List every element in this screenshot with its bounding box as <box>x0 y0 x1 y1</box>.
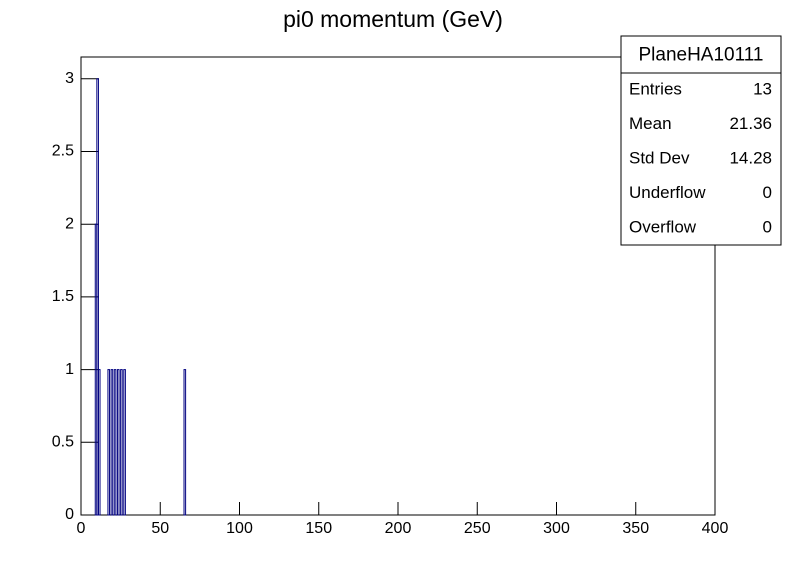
histogram-bar <box>183 369 187 516</box>
histogram-bar <box>96 78 99 516</box>
x-tick-label: 100 <box>226 520 253 537</box>
stats-value: 0 <box>763 217 772 236</box>
y-tick-label: 1 <box>65 361 74 378</box>
x-tick-label: 200 <box>385 520 412 537</box>
histogram-bar <box>97 369 101 516</box>
histogram-bar <box>120 369 123 516</box>
y-tick-label: 2.5 <box>52 143 74 160</box>
x-tick-label: 250 <box>464 520 491 537</box>
chart-title: pi0 momentum (GeV) <box>283 6 503 32</box>
x-tick-label: 0 <box>77 520 86 537</box>
stats-box <box>620 35 782 246</box>
stats-value: 21.36 <box>729 114 772 133</box>
y-tick-label: 2 <box>65 215 74 232</box>
stats-title: PlaneHA10111 <box>638 45 763 66</box>
x-tick-label: 400 <box>702 520 729 537</box>
x-tick-label: 350 <box>622 520 649 537</box>
stats-label: Overflow <box>629 217 697 236</box>
stats-label: Underflow <box>629 183 706 202</box>
y-tick-label: 1.5 <box>52 288 74 305</box>
histogram-bar <box>123 369 126 516</box>
stats-value: 13 <box>753 80 772 99</box>
stats-value: 0 <box>763 183 772 202</box>
x-tick-label: 50 <box>151 520 169 537</box>
histogram-bar <box>110 369 114 516</box>
stats-label: Mean <box>629 114 672 133</box>
y-tick-label: 0.5 <box>52 434 74 451</box>
histogram-bar <box>107 369 111 516</box>
stats-value: 14.28 <box>729 148 772 167</box>
x-tick-label: 150 <box>305 520 332 537</box>
stats-label: Std Dev <box>629 148 690 167</box>
histogram-bar <box>113 369 117 516</box>
plot-frame <box>80 56 716 516</box>
y-tick-label: 0 <box>65 506 74 523</box>
x-tick-label: 300 <box>543 520 570 537</box>
histogram-bar <box>116 369 120 516</box>
stats-label: Entries <box>629 80 682 99</box>
y-tick-label: 3 <box>65 70 74 87</box>
